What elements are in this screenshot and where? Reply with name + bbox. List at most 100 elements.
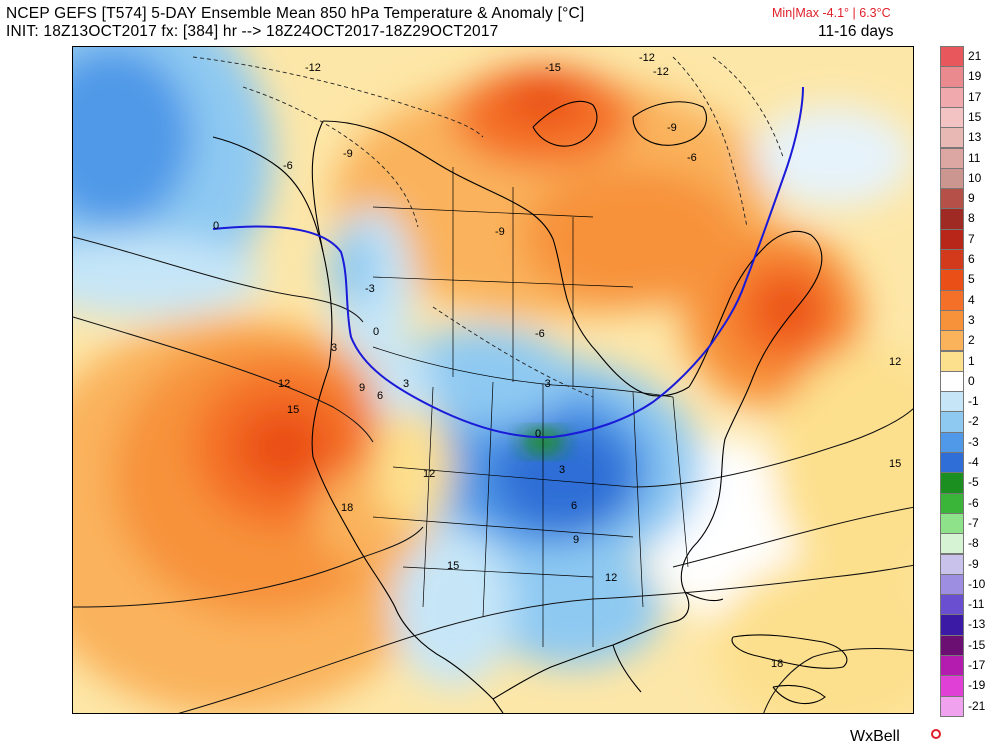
colorbar-swatch (940, 655, 964, 677)
contour-label: -12 (653, 66, 669, 78)
page-title: NCEP GEFS [T574] 5-DAY Ensemble Mean 850… (6, 5, 585, 22)
colorbar-label: 0 (968, 373, 975, 388)
colorbar-swatch (940, 634, 964, 656)
contour-label: 18 (341, 502, 353, 514)
negative-isotherms (192, 56, 784, 398)
colorbar-swatch (940, 289, 964, 311)
colorbar-label: 19 (968, 69, 982, 84)
colorbar-swatch (940, 269, 964, 291)
colorbar-label: -9 (968, 556, 979, 571)
zero-isotherm (212, 86, 804, 439)
colorbar-label: 9 (968, 191, 975, 206)
colorbar-swatch (940, 208, 964, 230)
colorbar-label: -21 (968, 698, 986, 713)
colorbar-swatch (940, 228, 964, 250)
contour-label: -12 (639, 52, 655, 64)
isotherm-contours (73, 236, 913, 713)
colorbar-label: -1 (968, 394, 979, 409)
colorbar-swatch (940, 492, 964, 514)
colorbar-label: 4 (968, 292, 975, 307)
colorbar-swatch (940, 330, 964, 352)
contour-label: -15 (545, 62, 561, 74)
contour-label: 12 (278, 378, 290, 390)
colorbar-label: -10 (968, 576, 986, 591)
colorbar-label: 8 (968, 211, 975, 226)
colorbar-label: -15 (968, 637, 986, 652)
contour-label: 12 (889, 356, 901, 368)
colorbar-swatch (940, 106, 964, 129)
colorbar-label: -7 (968, 515, 979, 530)
colorbar-label: 2 (968, 333, 975, 348)
contour-label: 9 (573, 534, 579, 546)
contour-label: 6 (571, 500, 577, 512)
colorbar-label: -3 (968, 434, 979, 449)
map-panel: -12 -9 -6 -3 0 0 0 3 3 6 9 12 15 12 15 1… (72, 46, 914, 714)
colorbar-label: -13 (968, 617, 986, 632)
contour-label: 0 (213, 220, 219, 232)
colorbar-label: -6 (968, 495, 979, 510)
colorbar-swatch (940, 350, 964, 372)
colorbar-swatch (940, 695, 964, 717)
contour-label: 3 (559, 464, 565, 476)
contour-label: -9 (495, 226, 505, 238)
colorbar-swatch (940, 512, 964, 535)
colorbar-label: 15 (968, 109, 982, 124)
colorbar-label: -19 (968, 678, 986, 693)
colorbar-swatch (940, 614, 964, 636)
contour-labels: -12 -9 -6 -3 0 0 0 3 3 6 9 12 15 12 15 1… (213, 52, 901, 670)
colorbar-swatch (940, 188, 964, 210)
contour-label: -12 (305, 62, 321, 74)
colorbar-swatch (940, 472, 964, 494)
colorbar-label: -11 (968, 597, 985, 612)
contour-label: 3 (403, 378, 409, 390)
colorbar-label: 13 (968, 130, 982, 145)
colorbar-swatch (940, 249, 964, 271)
colorbar-label: 3 (968, 312, 975, 327)
colorbar-label: 17 (968, 89, 982, 104)
colorbar-swatch (940, 370, 964, 393)
colorbar-label: -2 (968, 414, 979, 429)
colorbar-label: 21 (968, 49, 982, 63)
colorbar-swatch (940, 452, 964, 474)
anomaly-field (73, 47, 913, 713)
colorbar-label: 5 (968, 272, 975, 287)
colorbar-label: 11 (968, 150, 981, 165)
contour-label: 0 (373, 326, 379, 338)
contour-label: -6 (687, 152, 697, 164)
colorbar-swatch (940, 553, 964, 575)
logo-dot-icon (931, 729, 941, 739)
init-forecast-line: INIT: 18Z13OCT2017 fx: [384] hr --> 18Z2… (6, 23, 499, 40)
contour-label: 15 (889, 458, 901, 470)
colorbar-swatch (940, 391, 964, 413)
contour-label: -6 (283, 160, 293, 172)
contour-label: 9 (359, 382, 365, 394)
colorbar-swatch (940, 309, 964, 332)
colorbar-label: -4 (968, 455, 979, 469)
colorbar-label: -17 (968, 658, 986, 672)
colorbar-swatch (940, 86, 964, 108)
forecast-period: 11-16 days (818, 23, 894, 40)
colorbar-swatch (940, 127, 964, 149)
political-borders (372, 167, 689, 647)
colorbar-swatch (940, 431, 964, 453)
contour-label: 12 (605, 572, 617, 584)
contour-label: -9 (667, 122, 677, 134)
contour-label: 15 (447, 560, 459, 572)
colorbar-swatch (940, 675, 964, 697)
contour-label: 15 (287, 404, 299, 416)
colorbar-swatch (940, 66, 964, 88)
contour-label: 18 (771, 658, 783, 670)
wxbell-logo: WxBell (850, 728, 900, 745)
contour-label: 3 (331, 342, 337, 354)
contour-label: -9 (343, 148, 353, 160)
contour-label: 12 (423, 468, 435, 480)
colorbar-label: 7 (968, 231, 975, 246)
colorbar-swatch (940, 594, 964, 616)
colorbar-swatch (940, 573, 964, 596)
colorbar-swatch (940, 411, 964, 433)
coastlines (212, 100, 848, 713)
contour-label: -3 (365, 283, 375, 295)
colorbar-label: -5 (968, 475, 979, 490)
colorbar-label: 1 (968, 353, 975, 368)
colorbar-label: 6 (968, 252, 975, 266)
